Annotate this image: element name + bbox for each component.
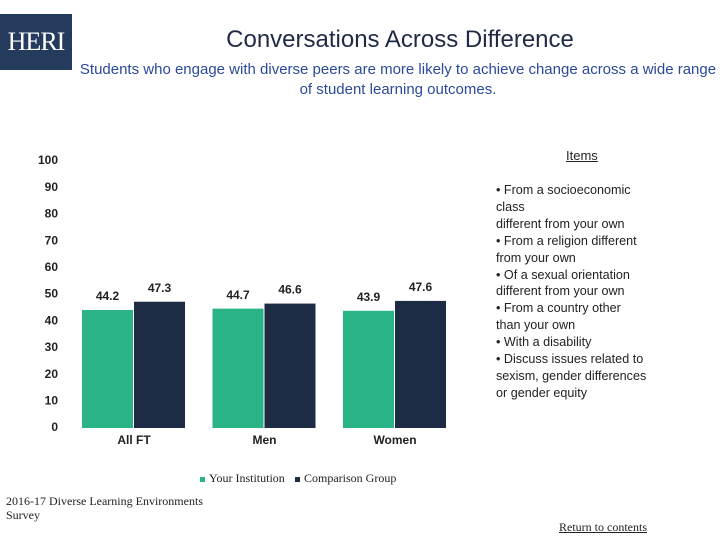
y-tick-label: 20 — [45, 367, 59, 381]
item-line: • With a disability — [496, 335, 592, 350]
y-tick-label: 50 — [45, 287, 59, 301]
legend-label: Comparison Group — [304, 471, 397, 485]
item-line: • From a religion different — [496, 233, 637, 248]
x-tick-label: All FT — [117, 433, 151, 447]
item-line: different from your own — [496, 284, 625, 299]
return-link[interactable]: Return to contents — [559, 520, 647, 534]
y-tick-label: 30 — [45, 340, 59, 354]
legend-item: Comparison Group — [295, 471, 396, 486]
item-line: class — [496, 199, 525, 214]
value-label: 44.7 — [226, 288, 250, 302]
bar — [264, 303, 316, 428]
value-label: 47.3 — [148, 281, 172, 295]
value-label: 47.6 — [409, 280, 433, 294]
item-line: • From a country other — [496, 301, 621, 316]
value-label: 44.2 — [96, 289, 120, 303]
bar — [395, 300, 446, 428]
y-tick-label: 90 — [45, 180, 59, 194]
logo: HERI — [0, 14, 72, 70]
y-tick-label: 80 — [45, 207, 59, 221]
item-line: • From a socioeconomic — [496, 183, 631, 197]
item-line: or gender equity — [496, 385, 588, 400]
item-line: • Discuss issues related to — [496, 352, 644, 367]
subtitle: Students who engage with diverse peers a… — [79, 61, 717, 98]
item-line: • Of a sexual orientation — [496, 267, 630, 282]
legend-swatch — [200, 476, 205, 482]
y-tick-label: 60 — [45, 260, 59, 274]
legend-item: Your Institution — [200, 471, 285, 486]
bar — [82, 309, 133, 428]
y-tick-label: 40 — [45, 313, 59, 327]
value-label: 43.9 — [357, 290, 381, 304]
item-line: than your own — [496, 318, 576, 333]
x-tick-label: Men — [253, 433, 277, 447]
item-line: from your own — [496, 250, 576, 265]
title: Conversations Across Difference — [226, 26, 574, 53]
legend-label: Your Institution — [209, 471, 285, 485]
source: 2016-17 Diverse Learning Environments Su… — [6, 494, 203, 522]
y-tick-label: 10 — [45, 393, 59, 407]
y-tick-label: 100 — [38, 153, 58, 167]
bar — [134, 301, 185, 428]
items-heading: Items — [566, 148, 598, 163]
bar — [212, 308, 264, 428]
item-line: sexism, gender differences — [496, 368, 647, 383]
legend-swatch — [295, 476, 300, 482]
items-list: • From a socioeconomic class different fro… — [496, 182, 706, 402]
y-tick-label: 70 — [45, 233, 59, 247]
x-tick-label: Women — [373, 433, 416, 447]
value-label: 46.6 — [278, 283, 302, 297]
item-line: different from your own — [496, 216, 625, 231]
bar — [343, 310, 394, 428]
y-tick-label: 0 — [51, 420, 58, 434]
